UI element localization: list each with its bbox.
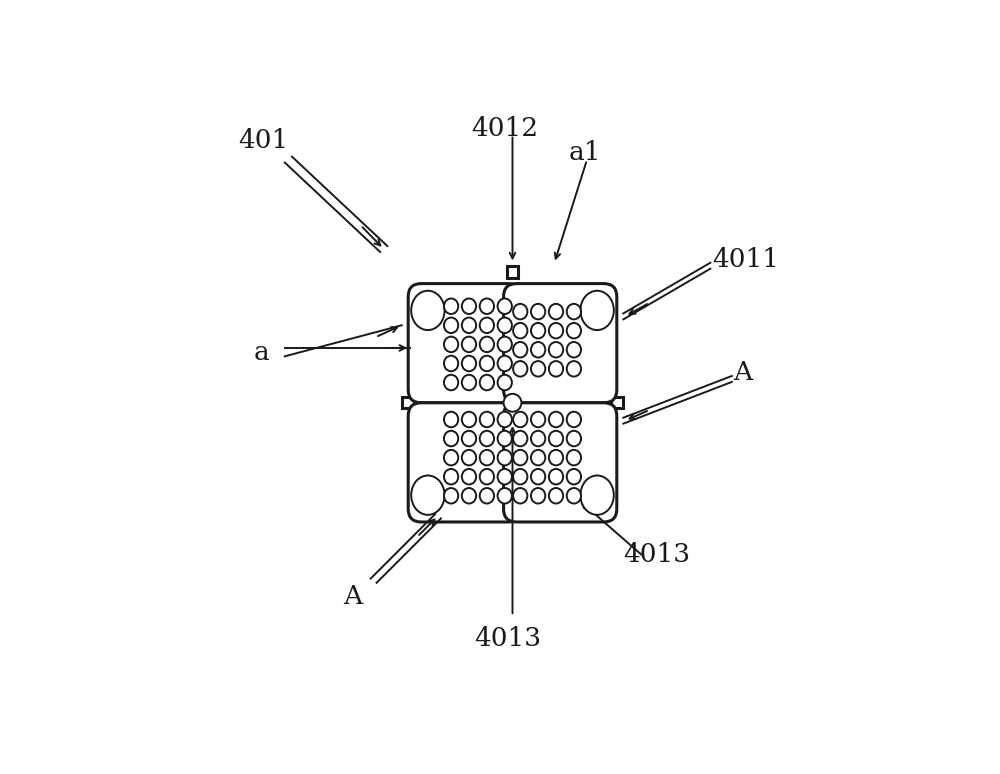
Bar <box>611 397 623 408</box>
Ellipse shape <box>480 317 494 333</box>
Ellipse shape <box>531 323 545 338</box>
Text: 4012: 4012 <box>471 116 538 141</box>
Ellipse shape <box>480 431 494 447</box>
Ellipse shape <box>498 431 512 447</box>
Ellipse shape <box>444 299 458 314</box>
Ellipse shape <box>531 431 545 447</box>
Ellipse shape <box>513 304 527 320</box>
Ellipse shape <box>462 337 476 352</box>
Ellipse shape <box>549 361 563 377</box>
Ellipse shape <box>462 431 476 447</box>
FancyBboxPatch shape <box>408 283 521 402</box>
Ellipse shape <box>480 469 494 485</box>
Ellipse shape <box>567 450 581 465</box>
Text: a1: a1 <box>569 140 602 165</box>
Ellipse shape <box>567 304 581 320</box>
Ellipse shape <box>498 317 512 333</box>
Ellipse shape <box>480 337 494 352</box>
Ellipse shape <box>531 488 545 504</box>
Ellipse shape <box>513 361 527 377</box>
Ellipse shape <box>480 488 494 504</box>
Text: 4013: 4013 <box>474 625 541 651</box>
Ellipse shape <box>549 488 563 504</box>
Text: A: A <box>733 361 752 385</box>
Text: 401: 401 <box>238 128 289 153</box>
Ellipse shape <box>513 431 527 447</box>
Ellipse shape <box>480 412 494 427</box>
Ellipse shape <box>462 299 476 314</box>
Ellipse shape <box>513 323 527 338</box>
FancyBboxPatch shape <box>504 402 617 522</box>
FancyBboxPatch shape <box>408 402 521 522</box>
Ellipse shape <box>513 412 527 427</box>
Ellipse shape <box>513 450 527 465</box>
Ellipse shape <box>462 375 476 390</box>
Text: a: a <box>253 340 269 365</box>
Ellipse shape <box>498 337 512 352</box>
Ellipse shape <box>580 475 614 515</box>
Ellipse shape <box>531 304 545 320</box>
Ellipse shape <box>462 412 476 427</box>
Ellipse shape <box>531 450 545 465</box>
Ellipse shape <box>549 323 563 338</box>
Ellipse shape <box>567 323 581 338</box>
Ellipse shape <box>531 412 545 427</box>
Text: 4011: 4011 <box>712 247 779 272</box>
Ellipse shape <box>444 469 458 485</box>
FancyBboxPatch shape <box>504 283 617 402</box>
Ellipse shape <box>444 375 458 390</box>
Ellipse shape <box>444 337 458 352</box>
Ellipse shape <box>513 488 527 504</box>
Ellipse shape <box>480 356 494 372</box>
Ellipse shape <box>444 412 458 427</box>
Ellipse shape <box>444 431 458 447</box>
Ellipse shape <box>567 431 581 447</box>
Ellipse shape <box>549 304 563 320</box>
Text: 4013: 4013 <box>623 543 690 567</box>
Ellipse shape <box>480 375 494 390</box>
Ellipse shape <box>444 488 458 504</box>
Ellipse shape <box>549 450 563 465</box>
Ellipse shape <box>462 488 476 504</box>
Ellipse shape <box>531 469 545 485</box>
Ellipse shape <box>498 356 512 372</box>
Bar <box>507 265 518 278</box>
Ellipse shape <box>480 450 494 465</box>
Ellipse shape <box>498 488 512 504</box>
Ellipse shape <box>411 475 445 515</box>
Ellipse shape <box>498 469 512 485</box>
Ellipse shape <box>462 356 476 372</box>
Ellipse shape <box>444 450 458 465</box>
Ellipse shape <box>462 469 476 485</box>
Ellipse shape <box>549 431 563 447</box>
Circle shape <box>504 394 521 412</box>
Ellipse shape <box>567 488 581 504</box>
Ellipse shape <box>531 342 545 358</box>
Ellipse shape <box>498 450 512 465</box>
Ellipse shape <box>567 469 581 485</box>
Ellipse shape <box>549 412 563 427</box>
Ellipse shape <box>480 299 494 314</box>
Ellipse shape <box>513 469 527 485</box>
Ellipse shape <box>549 342 563 358</box>
Ellipse shape <box>580 291 614 330</box>
Ellipse shape <box>567 412 581 427</box>
Ellipse shape <box>513 342 527 358</box>
Ellipse shape <box>498 299 512 314</box>
Bar <box>402 397 414 408</box>
Ellipse shape <box>462 317 476 333</box>
Ellipse shape <box>567 361 581 377</box>
Ellipse shape <box>531 361 545 377</box>
Ellipse shape <box>411 291 445 330</box>
Ellipse shape <box>498 412 512 427</box>
Ellipse shape <box>462 450 476 465</box>
Ellipse shape <box>549 469 563 485</box>
Text: A: A <box>343 584 362 609</box>
Ellipse shape <box>444 317 458 333</box>
Ellipse shape <box>498 375 512 390</box>
Ellipse shape <box>567 342 581 358</box>
Bar <box>507 409 518 421</box>
Ellipse shape <box>444 356 458 372</box>
